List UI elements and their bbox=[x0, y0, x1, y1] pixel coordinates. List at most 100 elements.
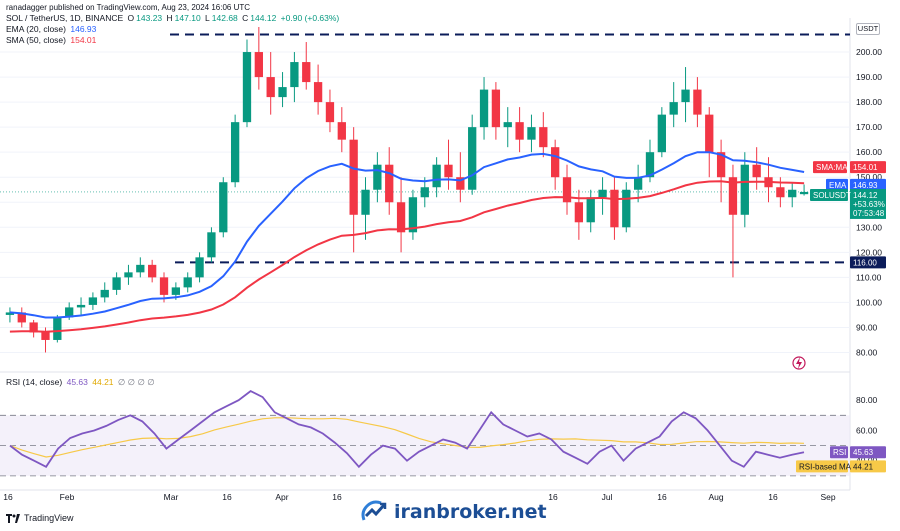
price-tick-label: 150.00 bbox=[856, 172, 882, 182]
candle-body[interactable] bbox=[266, 77, 275, 98]
candle-body[interactable] bbox=[491, 89, 501, 128]
candle-body[interactable] bbox=[657, 114, 666, 153]
candle-body[interactable] bbox=[385, 164, 394, 203]
candle-body[interactable] bbox=[788, 189, 797, 198]
candle-body[interactable] bbox=[681, 89, 690, 103]
time-tick-label: 16 bbox=[768, 492, 778, 502]
tradingview-brand[interactable]: TradingView bbox=[6, 513, 74, 523]
price-tick-label: 170.00 bbox=[856, 122, 882, 132]
candle-body[interactable] bbox=[207, 232, 216, 258]
rsi-value-tag: 45.63 bbox=[853, 448, 874, 457]
candle-body[interactable] bbox=[776, 187, 785, 198]
rsi-legend-extra: ∅ ∅ ∅ ∅ bbox=[117, 377, 155, 387]
candle-body[interactable] bbox=[88, 297, 98, 305]
candle-body[interactable] bbox=[302, 62, 311, 83]
rsi-legend[interactable]: RSI (14, close) 45.63 44.21 ∅ ∅ ∅ ∅ bbox=[6, 377, 155, 387]
candle-body[interactable] bbox=[17, 312, 26, 323]
current-price-label: 144.12 bbox=[853, 191, 878, 200]
candle-body[interactable] bbox=[503, 122, 512, 128]
candle-body[interactable] bbox=[705, 114, 714, 153]
sma-legend[interactable]: SMA (50, close) 154.01 bbox=[6, 35, 97, 45]
candle-body[interactable] bbox=[65, 307, 74, 318]
candle-body[interactable] bbox=[313, 82, 323, 103]
candle-body[interactable] bbox=[693, 89, 702, 115]
rsi-tick-label: 80.00 bbox=[856, 395, 878, 405]
candle-body[interactable] bbox=[420, 187, 429, 198]
candle-body[interactable] bbox=[728, 177, 738, 215]
rsi-value-tag-bg bbox=[850, 446, 886, 459]
candle-body[interactable] bbox=[337, 122, 346, 140]
symbol-legend[interactable]: SOL / TetherUS, 1D, BINANCE O 143.23 H 147… bbox=[6, 13, 340, 23]
candle-body[interactable] bbox=[562, 177, 572, 203]
candle-body[interactable] bbox=[799, 191, 809, 195]
candle-body[interactable] bbox=[53, 317, 62, 340]
candle-body[interactable] bbox=[373, 164, 382, 190]
ema-line[interactable] bbox=[9, 151, 805, 319]
candle-body[interactable] bbox=[230, 122, 240, 183]
percent-change-label: +53.63% bbox=[853, 200, 885, 209]
rsi-line[interactable] bbox=[9, 390, 805, 469]
candle-body[interactable] bbox=[5, 312, 15, 315]
candle-body[interactable] bbox=[622, 189, 631, 228]
candle-body[interactable] bbox=[254, 52, 263, 78]
candle-body[interactable] bbox=[124, 272, 133, 278]
candle-body[interactable] bbox=[669, 102, 678, 115]
candle-body[interactable] bbox=[527, 127, 536, 140]
candle-body[interactable] bbox=[29, 322, 38, 333]
candle-body[interactable] bbox=[396, 202, 406, 233]
price-tick-label: 90.00 bbox=[856, 322, 878, 332]
candle-body[interactable] bbox=[159, 277, 169, 295]
low-value: 142.68 bbox=[211, 13, 238, 23]
candle-body[interactable] bbox=[195, 257, 204, 278]
candle-body[interactable] bbox=[633, 177, 643, 190]
time-tick-label: 16 bbox=[222, 492, 232, 502]
candle-body[interactable] bbox=[183, 277, 192, 288]
candle-body[interactable] bbox=[752, 164, 761, 178]
candle-body[interactable] bbox=[361, 189, 370, 215]
sma-name-tag-bg bbox=[813, 161, 847, 174]
rsi-ma-line[interactable] bbox=[9, 417, 805, 458]
candle-body[interactable] bbox=[100, 289, 109, 298]
currency-selector[interactable]: USDT bbox=[856, 23, 880, 35]
candle-body[interactable] bbox=[468, 127, 477, 190]
sma-line[interactable] bbox=[9, 180, 805, 333]
candle-body[interactable] bbox=[515, 122, 524, 140]
candle-body[interactable] bbox=[112, 277, 121, 290]
candle-body[interactable] bbox=[278, 87, 287, 98]
candle-body[interactable] bbox=[325, 102, 335, 123]
ema-name-tag-bg bbox=[826, 178, 848, 191]
candle-body[interactable] bbox=[456, 177, 465, 190]
time-tick-label: 16 bbox=[332, 492, 342, 502]
candle-body[interactable] bbox=[586, 197, 595, 223]
rsi-name-tag-bg bbox=[830, 446, 848, 459]
candle-body[interactable] bbox=[740, 164, 749, 215]
time-tick-label: 16 bbox=[3, 492, 13, 502]
candle-body[interactable] bbox=[645, 152, 655, 178]
symbol-name-tag-bg bbox=[810, 188, 848, 201]
candle-body[interactable] bbox=[219, 182, 228, 233]
candle-body[interactable] bbox=[41, 332, 50, 340]
candle-body[interactable] bbox=[136, 264, 145, 273]
candle-body[interactable] bbox=[574, 202, 584, 223]
ema-legend[interactable]: EMA (20, close) 146.93 bbox=[6, 24, 97, 34]
candle-body[interactable] bbox=[444, 164, 453, 178]
candle-body[interactable] bbox=[76, 304, 86, 308]
candle-body[interactable] bbox=[598, 189, 607, 198]
candle-body[interactable] bbox=[148, 264, 157, 278]
countdown-label: 07:53:48 bbox=[853, 209, 885, 218]
candle-body[interactable] bbox=[290, 62, 299, 88]
candle-body[interactable] bbox=[408, 197, 418, 233]
price-tick-label: 100.00 bbox=[856, 297, 882, 307]
candle-body[interactable] bbox=[432, 164, 441, 188]
candle-body[interactable] bbox=[551, 147, 560, 178]
candle-body[interactable] bbox=[242, 52, 252, 123]
candle-body[interactable] bbox=[716, 152, 726, 178]
lightning-icon[interactable] bbox=[792, 356, 806, 370]
candle-body[interactable] bbox=[479, 89, 489, 128]
candle-body[interactable] bbox=[539, 127, 548, 148]
watermark: iranbroker.net bbox=[360, 500, 547, 524]
candle-body[interactable] bbox=[171, 287, 181, 295]
candle-body[interactable] bbox=[610, 189, 619, 228]
candle-body[interactable] bbox=[349, 139, 358, 215]
